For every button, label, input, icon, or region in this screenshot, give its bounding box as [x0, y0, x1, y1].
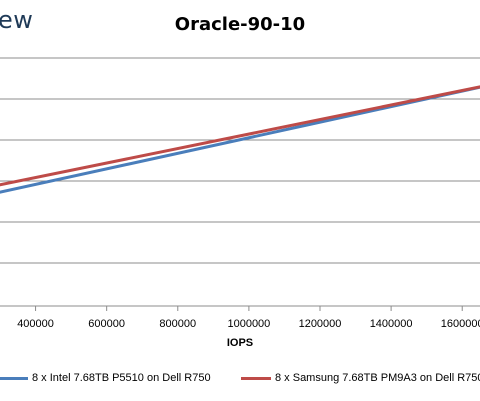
chart-legend: 8 x Intel 7.68TB P5510 on Dell R750 8 x …	[0, 372, 480, 390]
x-tick-label-4: 1200000	[299, 318, 342, 330]
legend-item-samsung: 8 x Samsung 7.68TB PM9A3 on Dell R750	[241, 372, 480, 384]
legend-swatch-samsung	[241, 376, 271, 380]
x-tick-label-3: 1000000	[227, 318, 270, 330]
x-axis-label: IOPS	[226, 337, 254, 349]
legend-item-intel: 8 x Intel 7.68TB P5510 on Dell R750	[0, 372, 211, 384]
series-line-1	[0, 85, 480, 187]
x-tick-label-6: 1600000	[441, 318, 480, 330]
chart-title: Oracle-90-10	[174, 14, 306, 35]
brand-logo-text: ew	[0, 6, 34, 34]
legend-label-intel: 8 x Intel 7.68TB P5510 on Dell R750	[32, 372, 211, 384]
legend-swatch-intel	[0, 376, 28, 380]
x-tick-label-0: 400000	[17, 318, 54, 330]
x-tick-label-2: 800000	[159, 318, 196, 330]
x-tick-label-1: 600000	[88, 318, 125, 330]
legend-label-samsung: 8 x Samsung 7.68TB PM9A3 on Dell R750	[275, 372, 480, 384]
x-tick-label-5: 1400000	[370, 318, 413, 330]
